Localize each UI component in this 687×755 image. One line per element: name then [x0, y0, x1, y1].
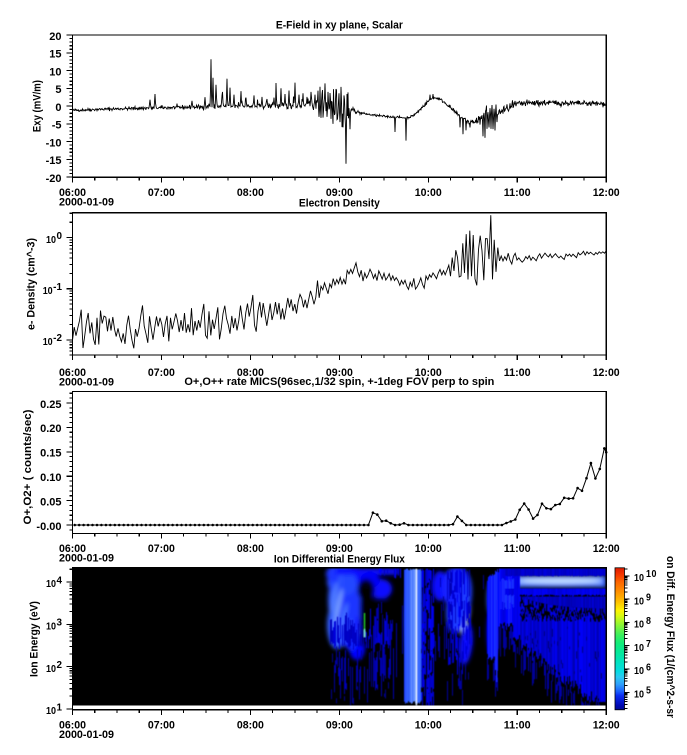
svg-text:-0.00: -0.00 — [36, 521, 61, 533]
svg-text:9: 9 — [646, 593, 652, 604]
svg-text:06:00: 06:00 — [59, 543, 86, 555]
svg-text:0: 0 — [55, 102, 61, 114]
svg-text:15: 15 — [49, 49, 61, 61]
svg-text:10: 10 — [46, 622, 56, 633]
svg-text:-2: -2 — [53, 333, 62, 344]
svg-text:11:00: 11:00 — [504, 543, 531, 555]
svg-text:1: 1 — [57, 702, 63, 713]
svg-text:09:00: 09:00 — [326, 543, 353, 555]
svg-text:10: 10 — [634, 690, 644, 701]
svg-text:5: 5 — [646, 686, 652, 697]
svg-text:10: 10 — [46, 664, 56, 675]
svg-text:0: 0 — [57, 231, 63, 242]
svg-text:07:00: 07:00 — [148, 543, 175, 555]
svg-text:10: 10 — [646, 569, 657, 580]
svg-text:10: 10 — [634, 620, 644, 631]
svg-text:10: 10 — [634, 573, 644, 584]
svg-text:10: 10 — [634, 666, 644, 677]
svg-text:12:00: 12:00 — [593, 543, 620, 555]
svg-text:10:00: 10:00 — [415, 367, 442, 379]
svg-text:08:00: 08:00 — [237, 719, 264, 731]
svg-text:7: 7 — [646, 639, 652, 650]
svg-text:09:00: 09:00 — [326, 367, 353, 379]
svg-text:08:00: 08:00 — [237, 543, 264, 555]
svg-text:Ion Energy (eV): Ion Energy (eV) — [29, 601, 41, 677]
svg-text:06:00: 06:00 — [59, 187, 86, 199]
svg-text:3: 3 — [57, 618, 63, 629]
svg-text:e- Density (cm^-3): e- Density (cm^-3) — [26, 238, 38, 330]
svg-text:-1: -1 — [53, 282, 62, 293]
svg-text:10: 10 — [43, 337, 53, 348]
svg-text:-20: -20 — [46, 173, 62, 185]
svg-text:-15: -15 — [46, 155, 62, 167]
svg-text:12:00: 12:00 — [593, 187, 620, 199]
svg-text:-5: -5 — [52, 120, 62, 132]
svg-text:06:00: 06:00 — [59, 719, 86, 731]
svg-text:2000-01-09: 2000-01-09 — [59, 196, 114, 208]
svg-text:0.10: 0.10 — [40, 472, 61, 484]
svg-text:10: 10 — [49, 66, 61, 78]
svg-text:10: 10 — [46, 579, 56, 590]
svg-text:2000-01-09: 2000-01-09 — [59, 377, 114, 389]
svg-text:Electron Density: Electron Density — [299, 198, 381, 210]
svg-text:2: 2 — [57, 660, 63, 671]
svg-text:Exy (mV/m): Exy (mV/m) — [32, 80, 44, 132]
svg-text:on Diff. Energy Flux (1/(cm^2-: on Diff. Energy Flux (1/(cm^2-s-sr — [664, 556, 676, 719]
svg-text:Ion Differential Energy Flux: Ion Differential Energy Flux — [274, 553, 406, 565]
svg-text:09:00: 09:00 — [326, 187, 353, 199]
svg-text:10: 10 — [634, 596, 644, 607]
svg-text:06:00: 06:00 — [59, 367, 86, 379]
svg-text:08:00: 08:00 — [237, 187, 264, 199]
svg-text:2000-01-09: 2000-01-09 — [59, 553, 114, 565]
svg-text:8: 8 — [646, 616, 652, 627]
svg-text:07:00: 07:00 — [148, 719, 175, 731]
svg-text:0.05: 0.05 — [40, 496, 61, 508]
svg-text:07:00: 07:00 — [148, 187, 175, 199]
svg-text:0.20: 0.20 — [40, 423, 61, 435]
svg-text:07:00: 07:00 — [148, 367, 175, 379]
svg-text:09:00: 09:00 — [326, 719, 353, 731]
svg-text:12:00: 12:00 — [593, 367, 620, 379]
svg-text:10: 10 — [46, 706, 56, 717]
svg-text:5: 5 — [55, 84, 61, 96]
svg-text:-10: -10 — [46, 137, 62, 149]
svg-text:10: 10 — [634, 643, 644, 654]
svg-text:11:00: 11:00 — [504, 367, 531, 379]
svg-text:11:00: 11:00 — [504, 187, 531, 199]
svg-text:6: 6 — [646, 662, 652, 673]
svg-text:4: 4 — [57, 575, 63, 586]
svg-text:2000-01-09: 2000-01-09 — [59, 729, 114, 741]
svg-text:0.25: 0.25 — [40, 399, 61, 411]
svg-text:O+,O++ rate MICS(96sec,1/32 sp: O+,O++ rate MICS(96sec,1/32 spin, +-1deg… — [184, 376, 494, 388]
svg-text:10:00: 10:00 — [415, 719, 442, 731]
svg-text:11:00: 11:00 — [504, 719, 531, 731]
svg-text:O+,O2+ ( counts/sec): O+,O2+ ( counts/sec) — [22, 409, 34, 524]
svg-text:10:00: 10:00 — [415, 543, 442, 555]
svg-text:08:00: 08:00 — [237, 367, 264, 379]
svg-text:10:00: 10:00 — [415, 187, 442, 199]
svg-text:10: 10 — [46, 235, 56, 246]
svg-text:10: 10 — [43, 286, 53, 297]
svg-text:12:00: 12:00 — [593, 719, 620, 731]
svg-text:20: 20 — [49, 31, 61, 43]
svg-text:0.15: 0.15 — [40, 448, 61, 460]
svg-text:E-Field in xy plane, Scalar: E-Field in xy plane, Scalar — [276, 20, 404, 32]
